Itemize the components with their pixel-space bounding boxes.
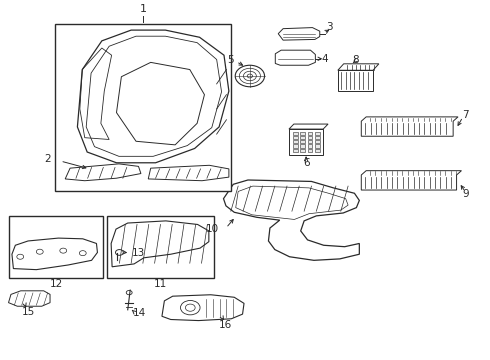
- Bar: [293, 149, 298, 152]
- Text: 13: 13: [132, 248, 145, 258]
- Bar: [315, 132, 320, 135]
- Bar: [315, 136, 320, 139]
- Text: 16: 16: [219, 320, 232, 330]
- Bar: [300, 136, 305, 139]
- Text: 14: 14: [133, 309, 146, 318]
- Bar: [315, 140, 320, 143]
- Bar: [55, 24, 231, 192]
- Text: 5: 5: [227, 55, 234, 65]
- Bar: [289, 129, 323, 155]
- Bar: [293, 140, 298, 143]
- Bar: [293, 144, 298, 148]
- Bar: [300, 149, 305, 152]
- Bar: [338, 70, 373, 91]
- Text: 9: 9: [463, 189, 469, 199]
- Text: 12: 12: [50, 279, 63, 289]
- Bar: [315, 144, 320, 148]
- Bar: [300, 132, 305, 135]
- Bar: [293, 132, 298, 135]
- Bar: [308, 132, 313, 135]
- Bar: [308, 136, 313, 139]
- Text: 6: 6: [303, 158, 309, 168]
- Text: 8: 8: [352, 54, 359, 64]
- Bar: [300, 140, 305, 143]
- Text: 2: 2: [44, 154, 50, 164]
- Bar: [9, 216, 103, 278]
- Bar: [300, 144, 305, 148]
- Text: 11: 11: [154, 279, 167, 289]
- Text: 15: 15: [22, 307, 35, 317]
- Bar: [308, 140, 313, 143]
- Bar: [107, 216, 214, 278]
- Text: 3: 3: [326, 22, 333, 32]
- Text: 4: 4: [322, 54, 328, 64]
- Bar: [308, 144, 313, 148]
- Bar: [315, 149, 320, 152]
- Bar: [293, 136, 298, 139]
- Text: 7: 7: [462, 110, 468, 120]
- Bar: [308, 149, 313, 152]
- Text: 1: 1: [140, 4, 147, 14]
- Text: 10: 10: [205, 224, 219, 234]
